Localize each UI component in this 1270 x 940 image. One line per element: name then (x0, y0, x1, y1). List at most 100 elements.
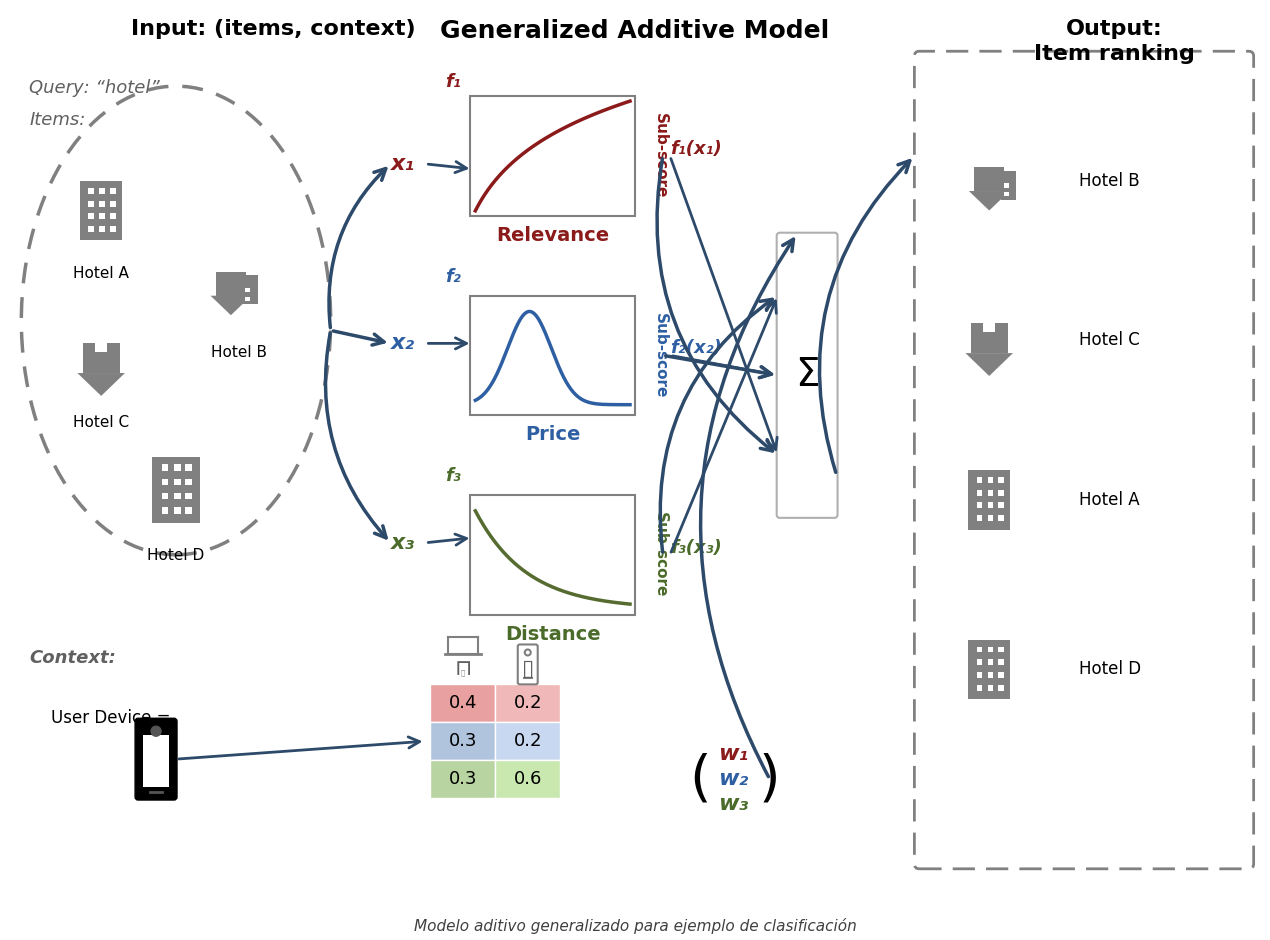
Text: x₂: x₂ (391, 334, 415, 353)
Bar (470, 96, 635, 216)
Bar (988, 672, 993, 678)
Text: Relevance: Relevance (497, 226, 610, 244)
FancyArrowPatch shape (665, 356, 771, 378)
FancyArrowPatch shape (325, 333, 386, 538)
FancyArrowPatch shape (660, 299, 772, 552)
Bar (977, 477, 983, 483)
Bar (974, 167, 1005, 191)
Text: User Device =: User Device = (51, 710, 170, 728)
Text: 0.2: 0.2 (513, 732, 542, 750)
Bar (243, 275, 258, 305)
Text: Query: “hotel”: Query: “hotel” (29, 79, 160, 97)
Bar (988, 490, 993, 495)
Bar (245, 288, 250, 292)
Text: ⬛: ⬛ (461, 670, 465, 677)
Bar (89, 226, 94, 232)
Bar (977, 647, 983, 652)
Bar (95, 343, 107, 352)
Text: ): ) (759, 752, 781, 807)
Text: Hotel B: Hotel B (211, 345, 267, 360)
Bar (80, 181, 122, 241)
Text: Σ: Σ (795, 356, 819, 394)
Bar (998, 490, 1003, 495)
Bar (185, 493, 192, 499)
Bar (431, 684, 495, 722)
Bar (470, 295, 635, 415)
Bar (998, 647, 1003, 652)
Text: f₁: f₁ (444, 73, 461, 91)
Text: 0.3: 0.3 (448, 770, 478, 788)
Bar (495, 760, 560, 798)
Bar (89, 188, 94, 194)
Bar (174, 507, 180, 513)
Bar (109, 213, 116, 219)
Text: ⊓: ⊓ (455, 660, 471, 680)
Bar (431, 722, 495, 760)
Text: x₁: x₁ (391, 154, 415, 174)
Bar (109, 200, 116, 207)
Bar (977, 672, 983, 678)
Bar (977, 684, 983, 691)
FancyArrowPatch shape (334, 331, 384, 345)
Text: w₂: w₂ (718, 769, 748, 789)
FancyArrowPatch shape (819, 161, 909, 472)
Text: Hotel B: Hotel B (1080, 172, 1139, 190)
Text: f₁(x₁): f₁(x₁) (669, 140, 721, 158)
Bar (161, 493, 169, 499)
Bar (988, 684, 993, 691)
Text: Sub-score: Sub-score (653, 113, 668, 198)
Bar (470, 495, 635, 615)
Bar (99, 213, 105, 219)
Bar (998, 684, 1003, 691)
Bar (185, 507, 192, 513)
Bar (174, 464, 180, 471)
Bar (99, 226, 105, 232)
Text: Input: (items, context): Input: (items, context) (131, 20, 415, 39)
Text: Hotel D: Hotel D (1080, 661, 1142, 679)
Bar (245, 296, 250, 301)
Bar (161, 478, 169, 485)
Bar (977, 515, 983, 521)
Bar (998, 477, 1003, 483)
Polygon shape (77, 373, 124, 396)
Bar (983, 323, 996, 332)
Text: f₃(x₃): f₃(x₃) (669, 539, 721, 556)
Bar (431, 760, 495, 798)
Bar (998, 503, 1003, 509)
Text: Hotel C: Hotel C (74, 415, 130, 431)
Circle shape (151, 727, 161, 736)
Polygon shape (969, 191, 1010, 211)
Bar (109, 226, 116, 232)
Text: 0.6: 0.6 (513, 770, 542, 788)
FancyArrowPatch shape (428, 534, 466, 545)
Bar (174, 478, 180, 485)
Text: 0.3: 0.3 (448, 732, 478, 750)
Text: Sub-score: Sub-score (653, 512, 668, 598)
Bar (185, 478, 192, 485)
Bar (988, 659, 993, 666)
Text: Hotel A: Hotel A (74, 266, 130, 281)
Text: 0.4: 0.4 (448, 695, 478, 713)
Bar (998, 659, 1003, 666)
Bar (1003, 183, 1008, 188)
Bar (83, 343, 119, 373)
FancyArrowPatch shape (671, 301, 776, 552)
Bar (144, 735, 169, 787)
Bar (152, 457, 199, 523)
Bar (185, 464, 192, 471)
Bar (89, 213, 94, 219)
Bar (968, 470, 1011, 529)
Bar (109, 188, 116, 194)
Text: x₃: x₃ (391, 533, 415, 553)
Polygon shape (965, 353, 1013, 376)
Bar (988, 477, 993, 483)
Bar (998, 515, 1003, 521)
Bar (977, 659, 983, 666)
Bar (988, 515, 993, 521)
Bar (998, 672, 1003, 678)
Text: Sub-score: Sub-score (653, 313, 668, 398)
Bar (1003, 192, 1008, 196)
Bar (988, 647, 993, 652)
Bar (495, 722, 560, 760)
Bar (174, 493, 180, 499)
